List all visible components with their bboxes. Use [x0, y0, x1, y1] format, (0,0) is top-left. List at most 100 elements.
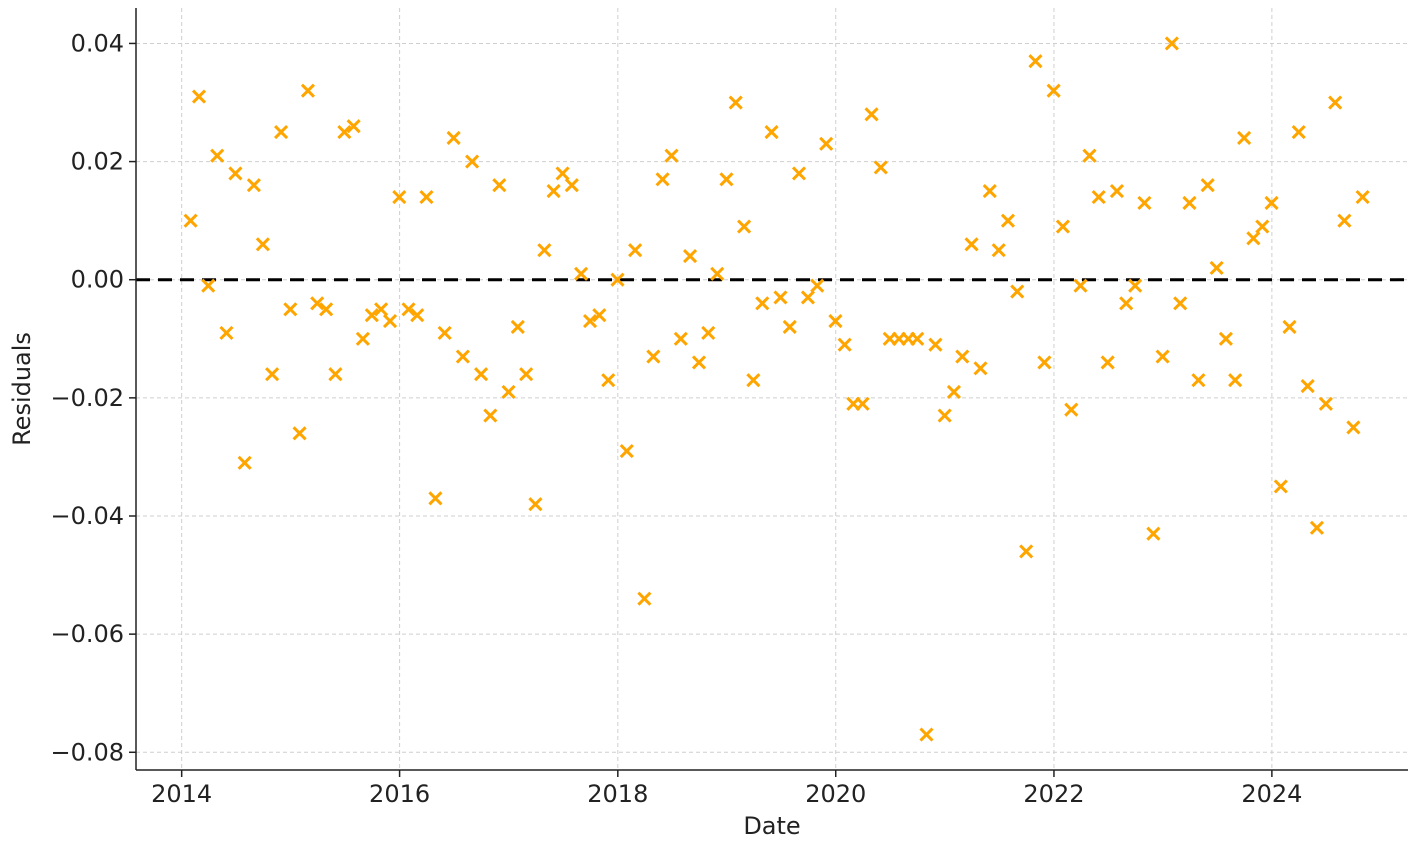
data-point — [873, 160, 888, 175]
data-point — [1146, 526, 1161, 541]
data-point — [528, 497, 543, 512]
data-point — [410, 308, 425, 323]
data-point — [1182, 195, 1197, 210]
data-point — [283, 302, 298, 317]
data-point — [946, 384, 962, 400]
data-point — [346, 119, 361, 134]
data-point — [737, 219, 752, 234]
data-point — [483, 408, 498, 423]
data-point — [991, 243, 1006, 258]
data-point — [1100, 355, 1115, 370]
data-point — [519, 367, 534, 382]
data-point — [228, 166, 243, 181]
data-point — [310, 296, 325, 311]
data-point — [492, 178, 507, 193]
data-point — [582, 314, 598, 329]
data-point — [701, 325, 716, 340]
data-point — [364, 308, 379, 323]
data-point — [201, 278, 216, 293]
data-point — [964, 237, 979, 252]
data-point — [337, 124, 352, 140]
data-point — [246, 178, 261, 193]
data-point — [1200, 178, 1215, 193]
data-point — [928, 337, 943, 352]
data-point — [1155, 349, 1170, 364]
data-point — [855, 396, 870, 411]
data-point — [1000, 213, 1016, 228]
y-tick-label: −0.06 — [50, 620, 124, 648]
data-point — [1255, 219, 1270, 234]
data-point — [1028, 54, 1043, 69]
data-point — [501, 384, 516, 400]
data-point — [791, 166, 807, 181]
x-tick-label: 2018 — [587, 780, 648, 808]
data-point — [546, 184, 561, 199]
data-point — [1128, 278, 1143, 293]
x-tick-label: 2016 — [369, 780, 430, 808]
data-point — [619, 443, 634, 459]
data-point — [837, 337, 852, 352]
data-point — [982, 184, 997, 199]
data-point — [1137, 195, 1152, 210]
data-point — [1300, 378, 1315, 394]
data-point — [1218, 331, 1233, 346]
data-point — [1091, 189, 1106, 205]
data-point — [437, 325, 452, 340]
x-tick-layer: 2014 2016 2018 2020 2022 2024 — [151, 770, 1302, 808]
x-tick-label: 2020 — [805, 780, 866, 808]
data-point — [1191, 373, 1206, 388]
data-point — [300, 83, 316, 98]
data-point — [265, 367, 280, 382]
data-point — [973, 361, 988, 376]
data-point — [1309, 520, 1325, 535]
data-point — [392, 189, 407, 205]
data-point — [1228, 373, 1243, 388]
data-point — [710, 266, 725, 281]
data-point — [919, 727, 934, 742]
data-point — [1264, 195, 1279, 210]
data-point — [1119, 296, 1134, 311]
y-tick-label: 0.00 — [71, 266, 124, 294]
data-point — [446, 130, 461, 146]
data-point — [601, 373, 616, 388]
data-point — [955, 349, 970, 364]
data-point — [274, 124, 289, 140]
data-point — [782, 319, 797, 335]
data-point — [1037, 355, 1052, 370]
data-point — [474, 367, 489, 382]
data-point — [1246, 231, 1261, 246]
data-point — [328, 367, 343, 382]
y-axis-label: Residuals — [8, 332, 36, 446]
y-tick-label: 0.02 — [71, 148, 124, 176]
data-point — [664, 148, 679, 163]
data-point — [1237, 130, 1252, 146]
y-tick-label: 0.04 — [71, 29, 124, 57]
y-tick-label: −0.04 — [50, 502, 124, 530]
data-point — [819, 136, 834, 151]
data-point — [183, 213, 198, 228]
data-point — [1273, 479, 1288, 494]
data-point — [910, 331, 925, 346]
x-tick-label: 2022 — [1023, 780, 1084, 808]
data-point — [764, 124, 779, 140]
data-point — [510, 319, 525, 335]
data-point — [255, 237, 270, 252]
data-point — [428, 491, 443, 506]
data-point — [673, 331, 688, 346]
data-point — [682, 249, 698, 264]
data-point — [1209, 260, 1224, 275]
data-point — [237, 455, 252, 470]
data-point — [382, 314, 398, 329]
data-point — [210, 148, 225, 163]
data-point — [646, 349, 661, 364]
data-point — [465, 154, 480, 169]
data-point — [1055, 219, 1070, 234]
data-point — [537, 243, 552, 258]
data-point — [864, 107, 879, 122]
data-point — [773, 290, 788, 305]
data-point — [691, 355, 707, 370]
data-point — [1164, 36, 1179, 51]
y-tick-label: −0.08 — [50, 738, 124, 766]
data-point — [1346, 420, 1361, 435]
data-point — [1019, 544, 1034, 559]
